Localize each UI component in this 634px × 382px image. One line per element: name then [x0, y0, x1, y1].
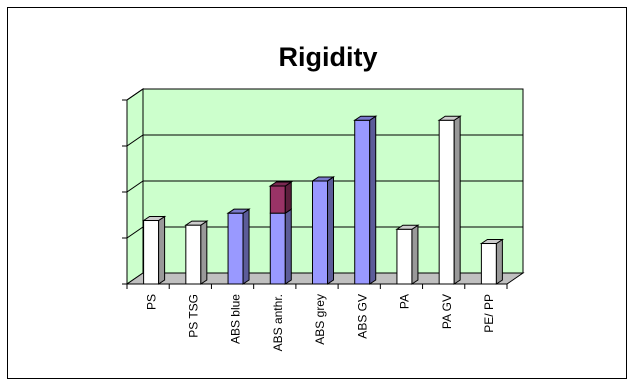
axes	[122, 99, 508, 289]
bar-5-front	[354, 119, 371, 285]
bar-2-side	[242, 208, 250, 285]
x-tick-label: PA	[398, 294, 412, 309]
x-tick-label: ABS GV	[355, 294, 369, 339]
bar-4	[310, 176, 336, 285]
gridline	[126, 134, 523, 147]
bar-8-side	[495, 238, 503, 285]
bar-7-top	[437, 115, 462, 121]
x-tick-label: PS	[144, 294, 158, 310]
bar-2-front	[227, 212, 244, 285]
x-tick-label: ABS anthr.	[271, 294, 285, 351]
x-tick-label: PS TSG	[187, 294, 201, 338]
bar-7-side	[453, 115, 461, 285]
bar-8	[479, 238, 505, 285]
bar-8-front	[480, 243, 497, 285]
bar-3-stack	[268, 181, 293, 215]
bar-0	[141, 215, 167, 285]
bar-6-side	[411, 224, 419, 285]
bar-5	[353, 115, 378, 285]
x-tick-labels: PS PS TSG ABS blue ABS anthr. ABS grey ABS GV…	[144, 294, 496, 352]
bar-1-side	[200, 220, 208, 285]
bar-1-top	[184, 220, 209, 226]
bar-3-stack-side	[284, 181, 292, 215]
bar-4-top	[310, 176, 336, 182]
gridline	[126, 180, 523, 193]
gridline	[126, 226, 523, 239]
bars	[141, 115, 505, 285]
bar-3-front	[269, 212, 286, 285]
bar-6-top	[395, 224, 420, 230]
bar-1	[184, 220, 209, 285]
chart-title: Rigidity	[279, 42, 378, 72]
x-tick-label: ABS grey	[313, 294, 327, 345]
x-tick-label: PA GV	[440, 294, 454, 329]
bar-3	[269, 208, 292, 285]
bar-2-top	[226, 208, 251, 214]
bar-3-stack-top	[268, 181, 293, 187]
bar-2	[226, 208, 251, 285]
bar-5-side	[369, 115, 377, 285]
bar-5-top	[353, 115, 378, 121]
bar-0-front	[143, 220, 160, 285]
bar-7	[437, 115, 462, 285]
bar-8-top	[479, 239, 505, 245]
bar-3-stack-front	[269, 185, 286, 214]
bar-4-front	[312, 180, 328, 285]
bar-0-side	[158, 215, 166, 285]
bar-3-side	[284, 208, 292, 285]
gridlines	[126, 88, 523, 239]
bar-1-front	[185, 224, 202, 285]
gridline	[126, 88, 523, 101]
x-tick-label: PE/ PP	[482, 294, 496, 333]
bar-4-side	[327, 176, 334, 285]
bar-6	[395, 224, 420, 285]
bar-0-top	[141, 216, 167, 222]
bar-7-front	[438, 119, 455, 285]
x-tick-label: ABS blue	[229, 294, 243, 344]
bar-6-front	[396, 228, 413, 285]
